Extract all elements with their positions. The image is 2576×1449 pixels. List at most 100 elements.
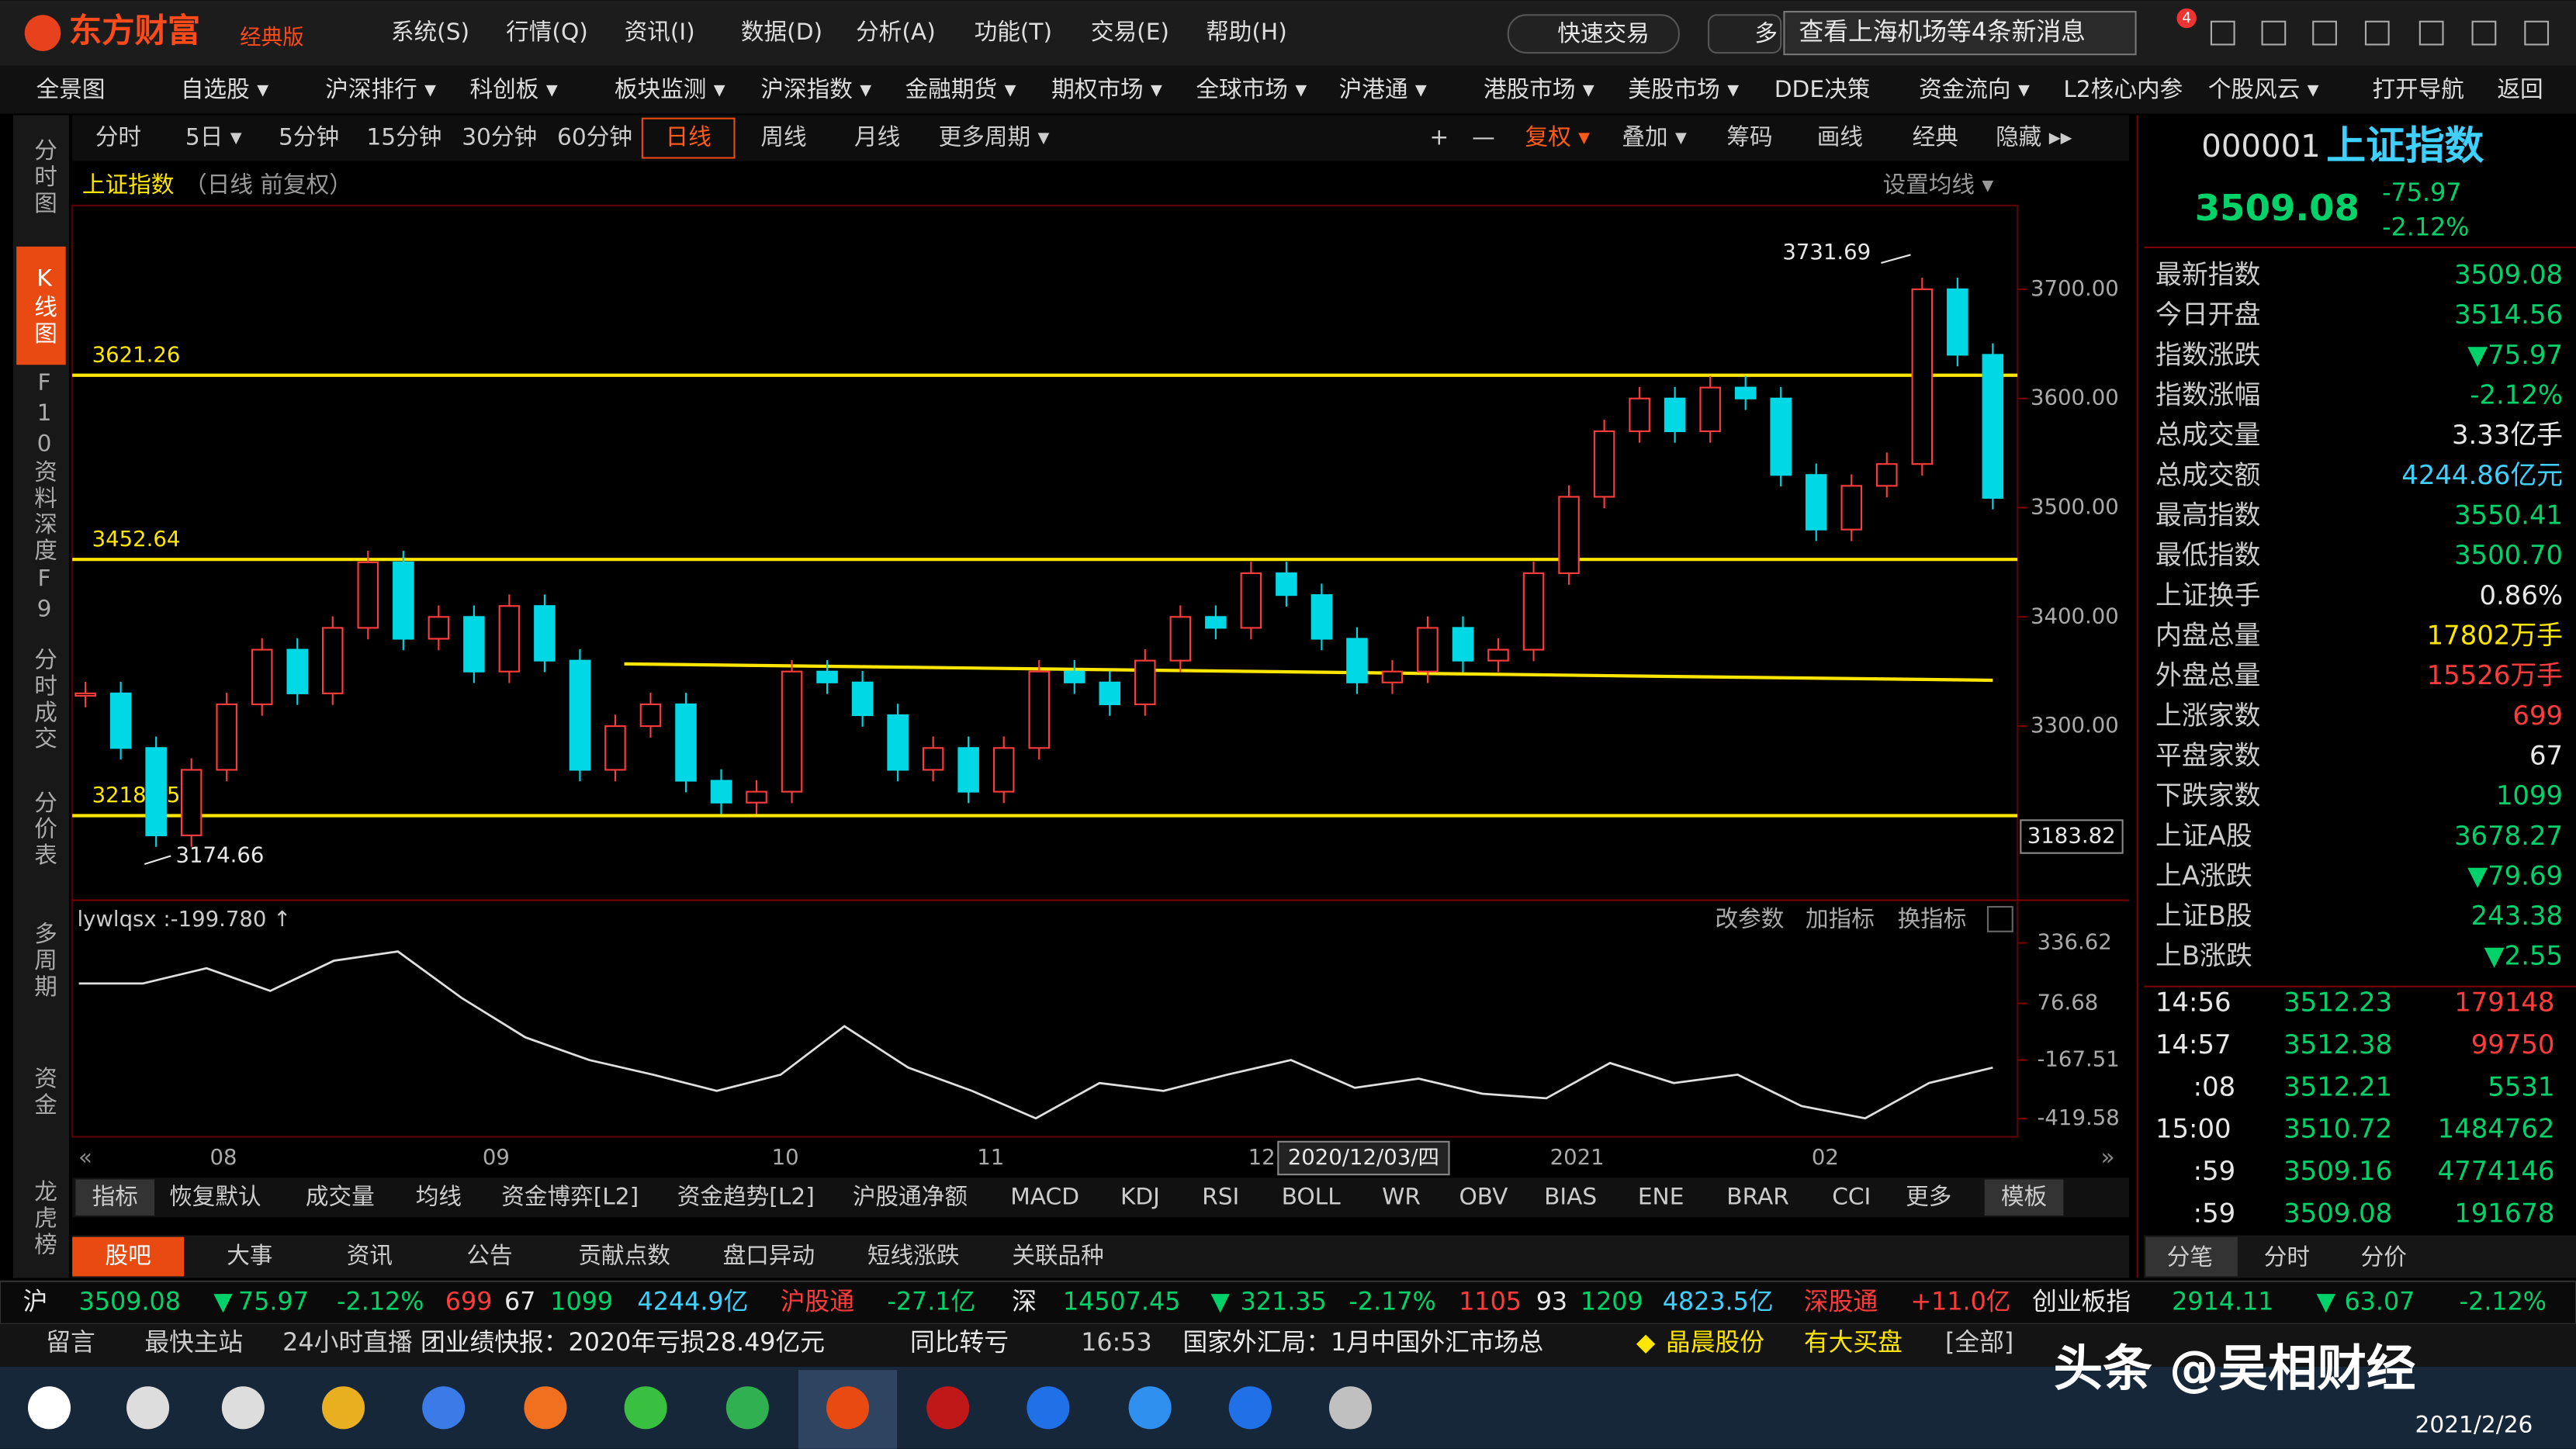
app-icon[interactable] xyxy=(1228,1386,1272,1430)
indicator-tab[interactable]: 资金博弈[L2] xyxy=(501,1182,639,1209)
app-icon[interactable] xyxy=(221,1386,265,1430)
app-icon[interactable] xyxy=(624,1386,667,1430)
news-item[interactable]: [全部] xyxy=(1945,1329,2013,1357)
news-item[interactable]: 24小时直播 xyxy=(282,1329,412,1357)
scroll-right[interactable]: » xyxy=(2100,1143,2114,1170)
multi[interactable]: 多 xyxy=(1754,19,1778,47)
nav-item[interactable]: 沪深排行 ▾ xyxy=(325,75,436,102)
window-icon[interactable] xyxy=(2524,20,2550,46)
period-tab[interactable]: 日线 xyxy=(666,123,712,150)
app-icon[interactable] xyxy=(524,1386,567,1430)
nav-item[interactable]: 全球市场 ▾ xyxy=(1196,75,1307,102)
news-item[interactable]: 同比转亏 xyxy=(910,1329,1009,1357)
menu-item[interactable]: 数据(D) xyxy=(741,18,822,45)
window-icon[interactable] xyxy=(2471,20,2497,46)
nav-item[interactable]: 全景图 xyxy=(36,75,106,102)
indicator-tab[interactable]: BOLL xyxy=(1282,1182,1342,1209)
close-icon[interactable] xyxy=(1986,905,2013,932)
nav-item[interactable]: 资金流向 ▾ xyxy=(1919,75,2030,102)
right-tab[interactable]: 分价 xyxy=(2361,1243,2407,1271)
side-tab[interactable]: 龙虎榜 xyxy=(31,1180,58,1259)
nav-item[interactable]: 自选股 ▾ xyxy=(181,75,268,102)
indicator-tab[interactable]: 恢复默认 xyxy=(169,1182,261,1209)
app-icon[interactable] xyxy=(1027,1386,1070,1430)
indicator-tab[interactable]: OBV xyxy=(1459,1182,1508,1209)
side-tab[interactable]: 分时成交 xyxy=(31,647,58,752)
button[interactable] xyxy=(1707,14,1782,54)
period-tab[interactable]: 更多周期 ▾ xyxy=(939,123,1050,150)
indicator-tab[interactable]: 资金趋势[L2] xyxy=(677,1182,815,1209)
nav-item[interactable]: 金融期货 ▾ xyxy=(905,75,1016,102)
period-tab[interactable]: 月线 xyxy=(854,123,900,150)
right-tab[interactable]: 分时 xyxy=(2264,1243,2310,1271)
tool-button[interactable]: + xyxy=(1429,123,1449,150)
period-tab[interactable]: 30分钟 xyxy=(462,123,537,150)
indicator-tab[interactable]: 均线 xyxy=(416,1182,462,1209)
menu-item[interactable]: 系统(S) xyxy=(391,18,469,45)
app-icon[interactable] xyxy=(27,1386,71,1430)
bottom-tab[interactable]: 盘口异动 xyxy=(723,1242,815,1269)
side-tab[interactable]: 分时图 xyxy=(31,138,58,217)
window-icon[interactable] xyxy=(2418,20,2444,46)
indicator-button[interactable]: 加指标 xyxy=(1806,904,1875,932)
side-tab[interactable]: K线图 xyxy=(31,265,58,348)
bottom-tab[interactable]: 关联品种 xyxy=(1012,1242,1103,1269)
menu-item[interactable]: 交易(E) xyxy=(1091,18,1169,45)
quick-trade[interactable]: 快速交易 xyxy=(1557,19,1650,47)
scroll-left[interactable]: « xyxy=(78,1143,92,1170)
nav-item[interactable]: 科创板 ▾ xyxy=(470,75,558,102)
indicator-tab[interactable]: WR xyxy=(1382,1182,1421,1209)
indicator-tab[interactable]: 模板 xyxy=(2001,1182,2047,1209)
indicator-tab[interactable]: 指标 xyxy=(92,1182,138,1209)
period-tab[interactable]: 5分钟 xyxy=(279,123,339,150)
news-item[interactable]: 晶晨股份 xyxy=(1666,1329,1764,1357)
news-item[interactable]: ◆ xyxy=(1636,1329,1656,1357)
tool-button[interactable]: 画线 xyxy=(1817,123,1863,150)
app-icon[interactable] xyxy=(422,1386,466,1430)
indicator-button[interactable]: 改参数 xyxy=(1716,904,1785,932)
bottom-tab[interactable]: 公告 xyxy=(466,1242,512,1269)
tool-button[interactable]: — xyxy=(1472,123,1495,150)
news-alert[interactable]: 查看上海机场等4条新消息 xyxy=(1799,19,2085,47)
nav-item[interactable]: 返回 xyxy=(2497,75,2543,102)
app-icon[interactable] xyxy=(126,1386,170,1430)
side-tab[interactable]: 分价表 xyxy=(31,790,58,870)
ma-setting[interactable]: 设置均线 ▾ xyxy=(1882,171,1993,198)
tool-button[interactable]: 叠加 ▾ xyxy=(1622,123,1687,150)
indicator-tab[interactable]: 沪股通净额 xyxy=(853,1182,968,1209)
tool-button[interactable]: 复权 ▾ xyxy=(1525,123,1590,150)
app-icon[interactable] xyxy=(322,1386,365,1430)
indicator-tab[interactable]: 成交量 xyxy=(306,1182,375,1209)
app-icon[interactable] xyxy=(926,1386,970,1430)
side-tab[interactable]: 资金 xyxy=(31,1066,58,1119)
nav-item[interactable]: 港股市场 ▾ xyxy=(1484,75,1594,102)
news-box[interactable] xyxy=(1783,11,2137,56)
tool-button[interactable]: 隐藏 ▸▸ xyxy=(1996,123,2072,150)
menu-item[interactable]: 分析(A) xyxy=(856,18,936,45)
period-tab[interactable]: 分时 xyxy=(95,123,141,150)
nav-item[interactable]: 沪港通 ▾ xyxy=(1339,75,1427,102)
indicator-tab[interactable]: MACD xyxy=(1010,1182,1079,1209)
nav-item[interactable]: 沪深指数 ▾ xyxy=(760,75,871,102)
news-item[interactable]: 最快主站 xyxy=(144,1329,243,1357)
news-item[interactable]: 有大买盘 xyxy=(1804,1329,1903,1357)
news-item[interactable]: 留言 xyxy=(46,1329,95,1357)
menu-item[interactable]: 帮助(H) xyxy=(1206,18,1287,45)
window-icon[interactable] xyxy=(2210,20,2235,46)
nav-item[interactable]: 打开导航 xyxy=(2372,75,2464,102)
app-icon[interactable] xyxy=(826,1386,870,1430)
nav-item[interactable]: L2核心内参 xyxy=(2063,75,2183,102)
app-icon[interactable] xyxy=(1128,1386,1172,1430)
indicator-tab[interactable]: CCI xyxy=(1832,1182,1871,1209)
button[interactable] xyxy=(1507,14,1680,54)
menu-item[interactable]: 资讯(I) xyxy=(625,18,695,45)
menu-item[interactable]: 功能(T) xyxy=(975,18,1052,45)
nav-item[interactable]: 板块监测 ▾ xyxy=(615,75,725,102)
app-icon[interactable] xyxy=(725,1386,769,1430)
indicator-tab[interactable]: BRAR xyxy=(1726,1182,1789,1209)
indicator-button[interactable]: 换指标 xyxy=(1898,904,1967,932)
period-tab[interactable]: 15分钟 xyxy=(366,123,441,150)
window-icon[interactable] xyxy=(2261,20,2287,46)
indicator-tab[interactable]: 更多 xyxy=(1906,1182,1951,1209)
side-tab[interactable]: 深度F9 xyxy=(31,512,58,625)
